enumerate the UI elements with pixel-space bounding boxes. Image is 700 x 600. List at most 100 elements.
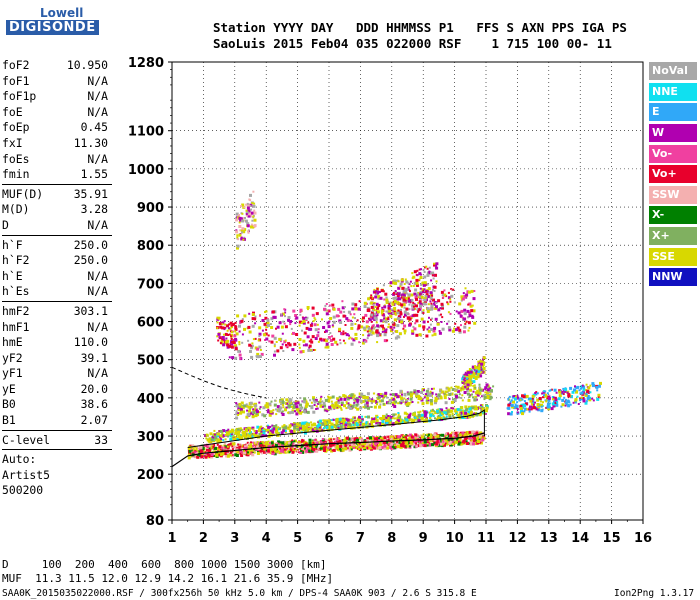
echo-point [433,290,436,292]
echo-point [228,433,232,436]
echo-point [213,453,216,455]
echo-point [391,393,395,397]
echo-point [392,296,396,300]
echo-point [276,446,279,449]
echo-point [592,399,595,402]
echo-point [231,445,234,448]
echo-point [247,405,251,409]
echo-point [311,445,315,449]
echo-point [394,290,397,292]
echo-point [331,403,335,407]
y-tick-label: 800 [137,239,164,254]
echo-point [403,332,406,335]
echo-point [538,397,542,400]
echo-point [361,341,365,345]
echo-point [245,444,248,447]
echo-point [269,429,272,432]
echo-point [489,387,492,390]
param-row: hmF1 N/A [2,320,112,336]
echo-point [241,212,244,215]
param-row: foF1p N/A [2,89,112,105]
echo-point [411,304,415,308]
echo-point [472,384,475,387]
echo-point [374,442,378,445]
echo-point [242,410,245,414]
echo-point [277,450,280,453]
echo-point [467,410,471,414]
echo-point [223,338,226,341]
echo-point [417,296,420,299]
echo-point [227,435,229,438]
echo-point [385,301,388,304]
echo-point [349,336,352,339]
echo-point [247,433,251,437]
echo-point [227,452,229,455]
echo-point [390,435,394,439]
echo-point [270,326,274,329]
echo-point [226,343,230,347]
echo-point [403,329,407,333]
echo-point [324,442,327,444]
echo-point [227,334,230,336]
echo-point [277,443,280,446]
echo-point [353,403,355,406]
digisonde-logo: Lowell DIGISONDE [4,4,124,44]
echo-point [423,410,427,414]
echo-point [426,283,429,286]
echo-point [522,410,525,413]
echo-point [325,425,329,429]
echo-point [250,431,252,434]
echo-point [236,428,240,432]
echo-point [486,388,490,392]
echo-point [332,418,335,421]
echo-point [281,413,285,416]
echo-point [429,291,432,294]
echo-point [286,402,289,405]
echo-point [472,396,474,399]
echo-point [313,439,316,442]
echo-point [253,224,257,228]
echo-point [287,411,290,414]
echo-point [473,398,477,402]
echo-point [476,369,480,373]
echo-point [286,441,290,444]
echo-point [292,404,296,408]
echo-point [396,395,400,399]
echo-point [336,406,339,409]
x-tick-label: 8 [387,531,396,546]
echo-point [330,400,333,403]
echo-point [579,399,581,402]
echo-point [436,322,440,326]
echo-point [240,205,242,208]
echo-point [313,400,317,404]
echo-point [435,409,439,413]
echo-point [255,412,258,415]
echo-point [267,443,271,447]
echo-point [371,331,375,335]
echo-point [383,329,387,333]
echo-point [510,399,513,402]
echo-point [382,320,385,323]
echo-point [405,292,408,295]
echo-point [479,438,481,441]
echo-point [294,314,298,317]
echo-point [408,437,411,440]
echo-point [338,405,342,409]
echo-point [310,338,313,341]
echo-point [292,331,295,335]
echo-point [242,444,244,447]
echo-point [396,297,399,301]
echo-point [585,383,588,386]
echo-point [472,390,475,393]
echo-point [252,444,255,447]
echo-point [341,418,345,422]
echo-point [245,427,249,430]
echo-point [480,368,483,371]
echo-point [403,310,407,314]
echo-point [309,323,313,327]
echo-point [472,309,476,313]
echo-point [245,446,248,449]
echo-point [453,409,457,413]
echo-point [256,410,259,414]
echo-point [424,296,427,299]
